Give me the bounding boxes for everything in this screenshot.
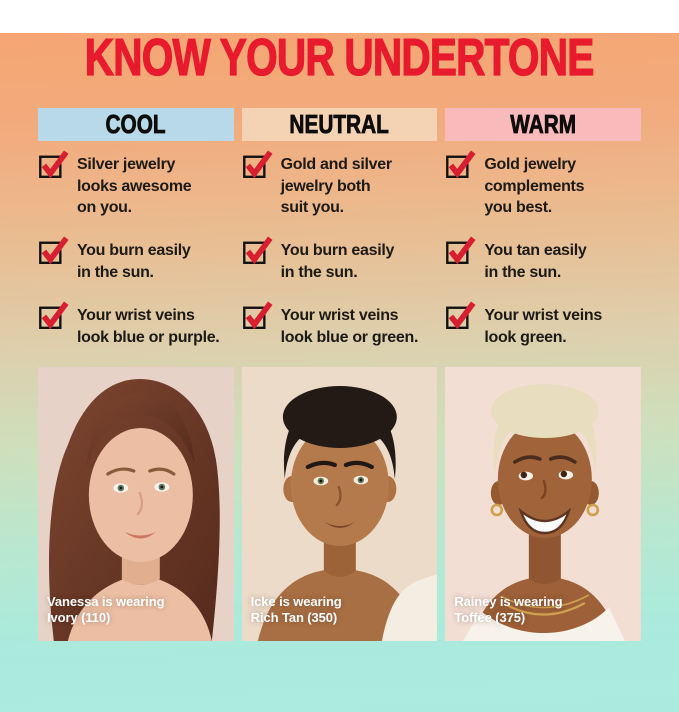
checklist-item: Gold jewelry complements you best. [445, 150, 641, 239]
checkbox-checked-icon [242, 236, 273, 265]
checkbox-checked-icon [39, 150, 69, 179]
checklist-item-text: You burn easily in the sun. [280, 242, 395, 281]
checklist-item-text: Your wrist veins look blue or green. [280, 307, 419, 346]
checklist-item: Silver jewelry looks awesome on you. [38, 150, 234, 239]
checkbox-checked-icon [39, 301, 69, 330]
column-header-neutral: NEUTRAL [241, 108, 438, 141]
undertone-infographic: KNOW YOUR UNDERTONE COOL NEUTRAL WARM Si… [0, 28, 679, 712]
checkbox-checked-icon [242, 150, 273, 179]
cool-model-illustration [38, 367, 234, 641]
checklist-item: Your wrist veins look green. [445, 301, 641, 365]
checklist-item: You tan easily in the sun. [445, 236, 641, 304]
neutral-model-illustration [241, 367, 438, 641]
checklist-item: Your wrist veins look blue or green. [242, 301, 438, 365]
column-header-warm: WARM [445, 108, 641, 141]
checklist-item-text: You tan easily in the sun. [484, 242, 587, 281]
model-photo-cool: Vanessa is wearing Ivory (110) [38, 367, 234, 641]
checkbox-checked-icon [242, 301, 273, 330]
checklist-item-text: You burn easily in the sun. [77, 242, 191, 281]
checkbox-checked-icon [39, 236, 69, 265]
column-header-cool-label: COOL [105, 109, 166, 140]
model-photo-neutral: Icke is wearing Rich Tan (350) [241, 367, 438, 641]
page-title: KNOW YOUR UNDERTONE [85, 28, 596, 87]
checkbox-checked-icon [446, 236, 476, 265]
title-row: KNOW YOUR UNDERTONE [0, 28, 679, 87]
checklist-item: You burn easily in the sun. [242, 236, 438, 304]
column-header-warm-label: WARM [510, 109, 577, 140]
checklist-item: Gold and silver jewelry both suit you. [242, 150, 438, 239]
checklist: Silver jewelry looks awesome on you. Gol… [38, 150, 641, 365]
model-photos: Vanessa is wearing Ivory (110) [38, 367, 641, 641]
checklist-item-text: Your wrist veins look blue or purple. [77, 307, 220, 346]
photo-caption-cool: Vanessa is wearing Ivory (110) [47, 594, 165, 625]
checkbox-checked-icon [446, 301, 476, 330]
checklist-item-text: Gold jewelry complements you best. [484, 156, 585, 216]
checkbox-checked-icon [446, 150, 476, 179]
column-header-neutral-label: NEUTRAL [289, 109, 390, 140]
warm-model-illustration [445, 367, 641, 641]
photo-caption-neutral: Icke is wearing Rich Tan (350) [250, 594, 342, 625]
checklist-item-text: Your wrist veins look green. [484, 307, 602, 346]
column-header-cool: COOL [38, 108, 234, 141]
column-headers: COOL NEUTRAL WARM [38, 108, 641, 141]
checklist-item-text: Silver jewelry looks awesome on you. [77, 156, 192, 216]
model-photo-warm: Rainey is wearing Toffee (375) [445, 367, 641, 641]
photo-caption-warm: Rainey is wearing Toffee (375) [454, 594, 563, 625]
checklist-item: Your wrist veins look blue or purple. [38, 301, 234, 365]
checklist-item-text: Gold and silver jewelry both suit you. [280, 156, 392, 216]
checklist-item: You burn easily in the sun. [38, 236, 234, 304]
